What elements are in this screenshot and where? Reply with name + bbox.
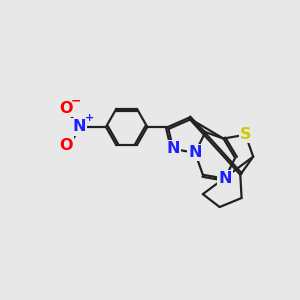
Text: N: N: [167, 141, 180, 156]
Text: −: −: [70, 94, 81, 107]
Text: O: O: [59, 137, 73, 152]
Text: O: O: [59, 101, 73, 116]
Text: N: N: [218, 171, 232, 186]
Text: N: N: [188, 145, 202, 160]
Text: N: N: [72, 119, 86, 134]
Text: +: +: [85, 113, 94, 123]
Text: S: S: [240, 127, 251, 142]
